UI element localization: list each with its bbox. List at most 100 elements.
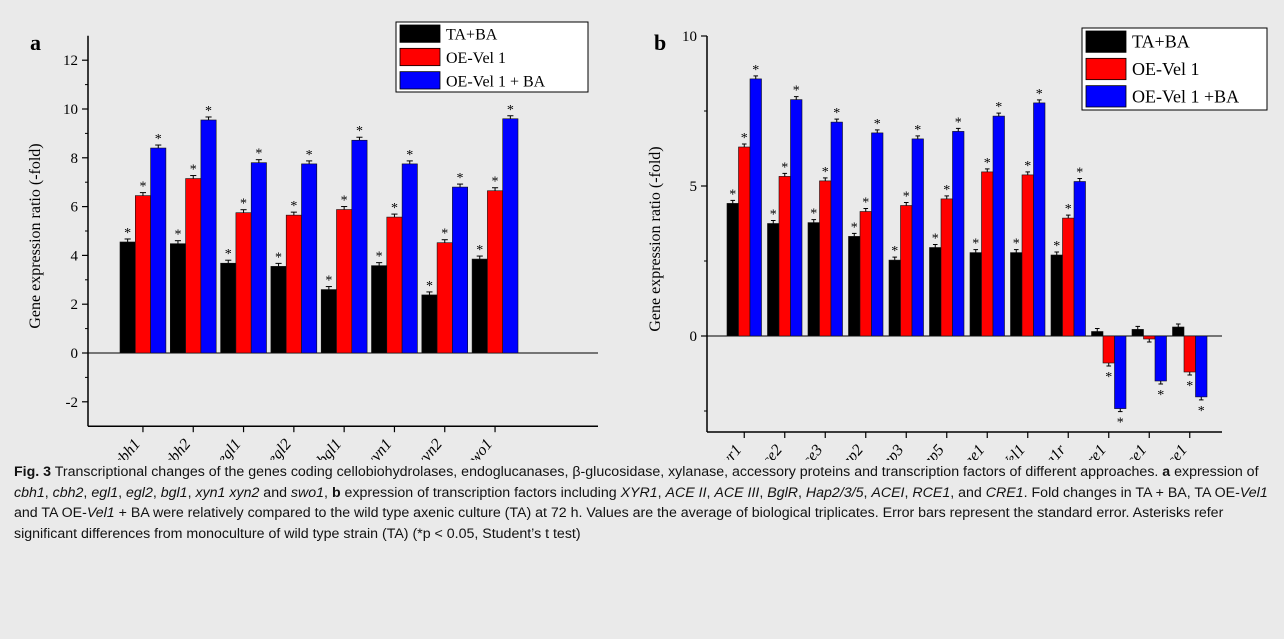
significance-asterisk: * bbox=[174, 228, 181, 243]
y-tick-label: 10 bbox=[63, 102, 78, 118]
significance-asterisk: * bbox=[124, 226, 131, 241]
bar-xyn1-0 bbox=[371, 265, 388, 354]
caption-segment: + BA were relatively compared to the wil… bbox=[14, 505, 1224, 542]
bar-lae1-1 bbox=[981, 171, 994, 337]
caption-segment: BglR bbox=[767, 484, 799, 501]
legend-swatch bbox=[1085, 30, 1127, 53]
significance-asterisk: * bbox=[376, 250, 383, 265]
significance-asterisk: * bbox=[984, 156, 991, 171]
x-tick-label: rce1 bbox=[1119, 442, 1150, 460]
chart-panel-a: a -2 0 2 4 6 8 10 12 Gene expression ratio (-fold… bbox=[27, 21, 598, 460]
significance-asterisk: * bbox=[752, 63, 759, 78]
bar-cbh1-0 bbox=[119, 241, 136, 354]
bar-hap2-2 bbox=[871, 132, 884, 337]
bar-swo1-2 bbox=[502, 118, 519, 354]
x-tick-label: cre1 bbox=[1079, 442, 1110, 460]
caption-segment: egl2 bbox=[126, 484, 153, 501]
significance-asterisk: * bbox=[1076, 166, 1083, 181]
bar-ace2-1 bbox=[778, 176, 791, 337]
caption-segment: . Fold changes in TA + BA, TA OE- bbox=[1023, 484, 1240, 501]
significance-asterisk: * bbox=[741, 131, 748, 146]
bar-lae1-0 bbox=[969, 252, 982, 337]
significance-asterisk: * bbox=[1117, 416, 1124, 431]
caption-segment: a bbox=[1162, 464, 1171, 480]
legend-label: OE-Vel 1 bbox=[1132, 59, 1199, 79]
caption-segment: , bbox=[83, 484, 92, 501]
bar-cbh2-1 bbox=[185, 178, 202, 354]
caption-segment: , bbox=[187, 484, 196, 501]
significance-asterisk: * bbox=[770, 208, 777, 223]
caption-segment: , bbox=[44, 484, 53, 501]
caption-segment: Vel1 bbox=[86, 505, 115, 521]
bar-ace1-2 bbox=[1195, 335, 1208, 398]
caption-segment: , bbox=[118, 484, 127, 501]
caption-segment: expression of transcription factors incl… bbox=[340, 484, 621, 501]
caption-segment: expression of bbox=[1170, 464, 1259, 480]
y-axis-label: Gene expression ratio (-fold) bbox=[27, 143, 44, 328]
significance-asterisk: * bbox=[1105, 370, 1112, 385]
caption-segment: , bbox=[798, 484, 806, 501]
bar-cbh2-2 bbox=[200, 119, 217, 354]
caption-segment: Vel1 bbox=[1239, 484, 1268, 501]
panel-label: a bbox=[30, 30, 41, 55]
bar-cre1-2 bbox=[1114, 335, 1127, 409]
significance-asterisk: * bbox=[943, 183, 950, 198]
significance-asterisk: * bbox=[391, 201, 398, 216]
bar-hap3-2 bbox=[911, 138, 924, 337]
caption-segment: , bbox=[657, 484, 666, 501]
caption-segment: and bbox=[259, 484, 291, 501]
bar-Vel1-2 bbox=[1033, 102, 1046, 337]
significance-asterisk: * bbox=[492, 175, 499, 190]
significance-asterisk: * bbox=[972, 237, 979, 252]
bar-egl2-1 bbox=[285, 214, 302, 354]
bar-egl1-2 bbox=[250, 162, 267, 354]
y-tick-label: -2 bbox=[66, 395, 79, 411]
y-tick-label: 5 bbox=[690, 179, 698, 195]
legend: TA+BA OE-Vel 1 OE-Vel 1 + BA bbox=[395, 21, 589, 93]
legend-label: OE-Vel 1 bbox=[446, 50, 506, 67]
significance-asterisk: * bbox=[810, 207, 817, 222]
significance-asterisk: * bbox=[833, 106, 840, 121]
bar-hap2-1 bbox=[859, 211, 872, 337]
caption-segment: , bbox=[324, 484, 332, 501]
significance-asterisk: * bbox=[1198, 404, 1205, 419]
bar-hap5-1 bbox=[940, 198, 953, 337]
bar-xyr1-2 bbox=[749, 78, 762, 337]
significance-asterisk: * bbox=[903, 190, 910, 205]
y-tick-label: 0 bbox=[690, 329, 698, 345]
caption-segment: cbh1 bbox=[14, 484, 45, 501]
significance-asterisk: * bbox=[862, 196, 869, 211]
panel-label: b bbox=[654, 30, 666, 55]
significance-asterisk: * bbox=[275, 250, 282, 265]
y-tick-label: 10 bbox=[682, 29, 697, 45]
legend-label: TA+BA bbox=[446, 27, 498, 44]
significance-asterisk: * bbox=[851, 220, 858, 235]
significance-asterisk: * bbox=[914, 123, 921, 138]
bar-swo1-1 bbox=[487, 190, 503, 354]
significance-asterisk: * bbox=[356, 124, 363, 139]
caption-segment: b bbox=[331, 484, 341, 501]
significance-asterisk: * bbox=[729, 187, 736, 202]
significance-asterisk: * bbox=[325, 274, 332, 289]
caption-segment: RCE1 bbox=[912, 484, 951, 501]
y-axis-label: Gene expression ratio (-fold) bbox=[647, 146, 664, 331]
x-tick-label: egl2 bbox=[264, 436, 295, 460]
significance-asterisk: * bbox=[1157, 388, 1164, 403]
significance-asterisk: * bbox=[793, 84, 800, 99]
caption-segment: XYR1 bbox=[620, 484, 658, 501]
significance-asterisk: * bbox=[205, 104, 212, 119]
bar-egl1-1 bbox=[235, 212, 252, 354]
caption-segment: and TA OE- bbox=[14, 505, 87, 521]
caption-segment: , and bbox=[950, 484, 986, 501]
significance-asterisk: * bbox=[955, 115, 962, 130]
caption-segment: xyn1 xyn2 bbox=[195, 484, 260, 501]
significance-asterisk: * bbox=[1065, 202, 1072, 217]
bar-charts: a -2 0 2 4 6 8 10 12 Gene expression ratio (-fold… bbox=[27, 21, 1268, 460]
bar-cbh1-2 bbox=[150, 147, 167, 354]
bar-lae1-2 bbox=[992, 115, 1005, 337]
legend-label: OE-Vel 1 + BA bbox=[446, 73, 546, 90]
bar-ace2-2 bbox=[790, 99, 803, 337]
significance-asterisk: * bbox=[1053, 239, 1060, 254]
significance-asterisk: * bbox=[507, 103, 514, 118]
